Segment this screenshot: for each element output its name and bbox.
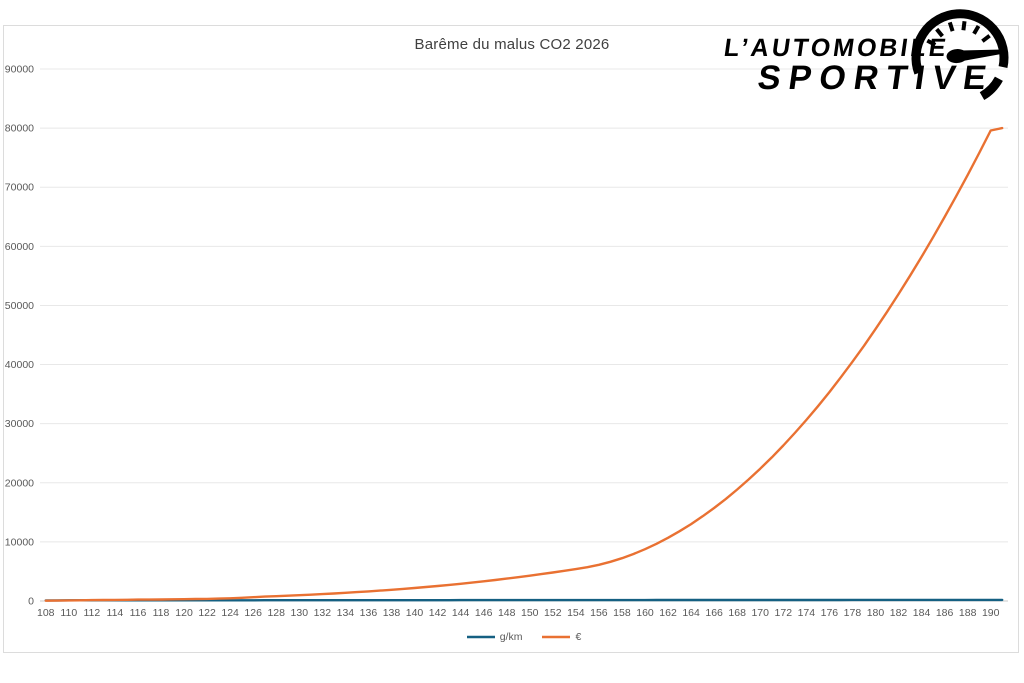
x-tick-label: 170 bbox=[751, 607, 769, 619]
x-tick-label: 180 bbox=[867, 607, 885, 619]
x-tick-label: 172 bbox=[775, 607, 793, 619]
x-tick-label: 112 bbox=[83, 607, 100, 619]
chart-legend: g/km € bbox=[40, 631, 1008, 643]
x-tick-label: 162 bbox=[659, 607, 677, 619]
x-tick-label: 132 bbox=[314, 607, 332, 619]
y-tick-label: 40000 bbox=[5, 359, 34, 371]
x-tick-label: 120 bbox=[175, 607, 193, 619]
x-tick-label: 122 bbox=[198, 607, 216, 619]
x-tick-label: 184 bbox=[913, 607, 931, 619]
x-tick-label: 130 bbox=[291, 607, 309, 619]
legend-line-swatch bbox=[466, 635, 495, 639]
chart-title: Barême du malus CO2 2026 bbox=[414, 36, 610, 53]
x-tick-label: 108 bbox=[37, 607, 55, 619]
x-tick-label: 158 bbox=[613, 607, 631, 619]
x-tick-label: 124 bbox=[221, 607, 239, 619]
x-tick-label: 166 bbox=[705, 607, 723, 619]
x-tick-label: 164 bbox=[682, 607, 700, 619]
x-tick-label: 110 bbox=[60, 607, 77, 619]
x-tick-label: 144 bbox=[452, 607, 470, 619]
y-tick-label: 20000 bbox=[5, 477, 34, 489]
x-tick-label: 182 bbox=[890, 607, 908, 619]
series-line-gkm bbox=[44, 598, 1004, 602]
x-tick-label: 176 bbox=[821, 607, 839, 619]
legend-item-euro: € bbox=[542, 631, 581, 643]
x-tick-label: 150 bbox=[521, 607, 539, 619]
x-tick-label: 126 bbox=[244, 607, 262, 619]
x-tick-label: 140 bbox=[406, 607, 424, 619]
x-tick-label: 142 bbox=[429, 607, 447, 619]
x-tick-label: 160 bbox=[636, 607, 654, 619]
x-tick-label: 138 bbox=[383, 607, 401, 619]
x-tick-label: 174 bbox=[798, 607, 816, 619]
x-tick-label: 114 bbox=[107, 607, 124, 619]
y-tick-label: 90000 bbox=[5, 64, 34, 76]
x-tick-label: 190 bbox=[982, 607, 1000, 619]
x-tick-label: 152 bbox=[544, 607, 562, 619]
legend-label: € bbox=[575, 631, 582, 643]
y-tick-label: 80000 bbox=[5, 123, 34, 135]
x-tick-label: 188 bbox=[959, 607, 977, 619]
x-tick-label: 118 bbox=[153, 607, 170, 619]
x-tick-label: 116 bbox=[130, 607, 147, 619]
x-tick-label: 146 bbox=[475, 607, 493, 619]
x-tick-label: 186 bbox=[936, 607, 954, 619]
y-tick-label: 70000 bbox=[5, 182, 34, 194]
y-tick-label: 60000 bbox=[5, 241, 34, 253]
y-tick-label: 10000 bbox=[5, 536, 34, 548]
legend-line-swatch bbox=[542, 635, 571, 639]
x-tick-label: 128 bbox=[267, 607, 285, 619]
x-tick-label: 156 bbox=[590, 607, 608, 619]
x-tick-label: 154 bbox=[567, 607, 585, 619]
y-tick-label: 50000 bbox=[5, 300, 34, 312]
x-tick-label: 148 bbox=[498, 607, 516, 619]
y-tick-label: 0 bbox=[28, 596, 34, 608]
y-tick-label: 30000 bbox=[5, 418, 34, 430]
x-tick-label: 136 bbox=[360, 607, 378, 619]
x-tick-label: 178 bbox=[844, 607, 862, 619]
logo-automobile-sportive: L’AUTOMOBILE SPORTIVE bbox=[700, 9, 1010, 101]
speedometer-icon bbox=[911, 9, 1009, 101]
legend-label: g/km bbox=[499, 631, 523, 643]
chart-frame bbox=[3, 25, 1019, 653]
x-tick-label: 168 bbox=[728, 607, 746, 619]
x-tick-label: 134 bbox=[337, 607, 355, 619]
legend-item-gkm: g/km bbox=[466, 631, 523, 643]
series-line-euro bbox=[44, 126, 1004, 602]
